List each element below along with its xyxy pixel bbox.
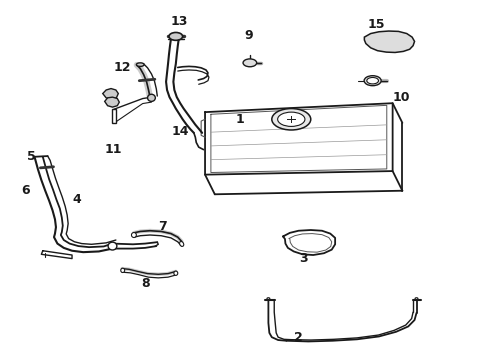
Ellipse shape bbox=[108, 242, 117, 250]
Ellipse shape bbox=[136, 63, 144, 66]
Text: 4: 4 bbox=[73, 193, 81, 206]
Polygon shape bbox=[113, 109, 116, 123]
Text: 2: 2 bbox=[294, 331, 303, 344]
Text: 12: 12 bbox=[114, 61, 131, 74]
Ellipse shape bbox=[415, 298, 418, 300]
Text: 7: 7 bbox=[158, 220, 167, 233]
Text: 15: 15 bbox=[368, 18, 385, 31]
Text: 8: 8 bbox=[141, 277, 149, 290]
Polygon shape bbox=[365, 31, 415, 53]
Text: 14: 14 bbox=[172, 125, 190, 138]
Ellipse shape bbox=[174, 271, 178, 275]
Ellipse shape bbox=[272, 109, 311, 130]
Ellipse shape bbox=[364, 76, 381, 86]
Text: 13: 13 bbox=[171, 14, 188, 27]
Polygon shape bbox=[103, 89, 118, 100]
Ellipse shape bbox=[179, 242, 184, 246]
Text: 9: 9 bbox=[245, 29, 253, 42]
Ellipse shape bbox=[121, 268, 124, 273]
Ellipse shape bbox=[131, 233, 136, 238]
Text: 5: 5 bbox=[27, 150, 36, 163]
Ellipse shape bbox=[267, 298, 270, 300]
Text: 11: 11 bbox=[105, 143, 122, 156]
Ellipse shape bbox=[278, 112, 305, 126]
Ellipse shape bbox=[147, 94, 155, 102]
Ellipse shape bbox=[169, 32, 183, 40]
Text: 1: 1 bbox=[236, 113, 245, 126]
Text: 3: 3 bbox=[299, 252, 308, 265]
Ellipse shape bbox=[243, 59, 257, 67]
Text: 6: 6 bbox=[22, 184, 30, 197]
Polygon shape bbox=[105, 97, 119, 107]
Text: 10: 10 bbox=[392, 91, 410, 104]
Ellipse shape bbox=[367, 77, 378, 84]
